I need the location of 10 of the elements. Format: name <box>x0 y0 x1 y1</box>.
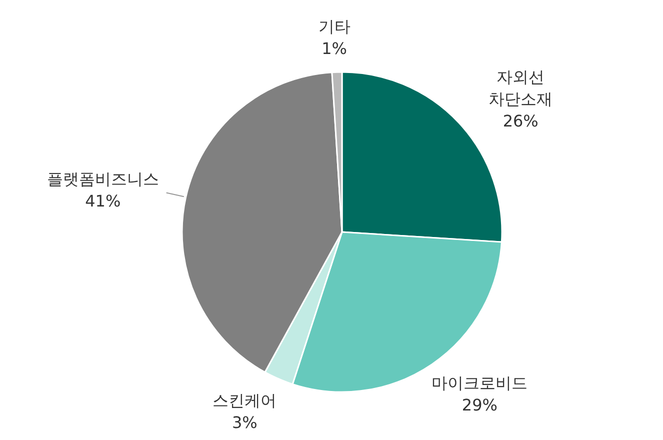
data-label: 41% <box>85 191 121 210</box>
slice-label: 기타 <box>318 17 350 36</box>
slice-label: 플랫폼비즈니스 <box>46 169 159 188</box>
slice-label: 마이크로비드 <box>432 373 528 392</box>
slice-label: 자외선 차단소재 <box>488 68 553 109</box>
data-label: 29% <box>462 395 498 414</box>
data-label: 26% <box>502 112 538 131</box>
slice-label: 스킨케어 <box>212 390 277 410</box>
data-label: 1% <box>322 39 347 58</box>
data-label: 3% <box>232 412 258 432</box>
